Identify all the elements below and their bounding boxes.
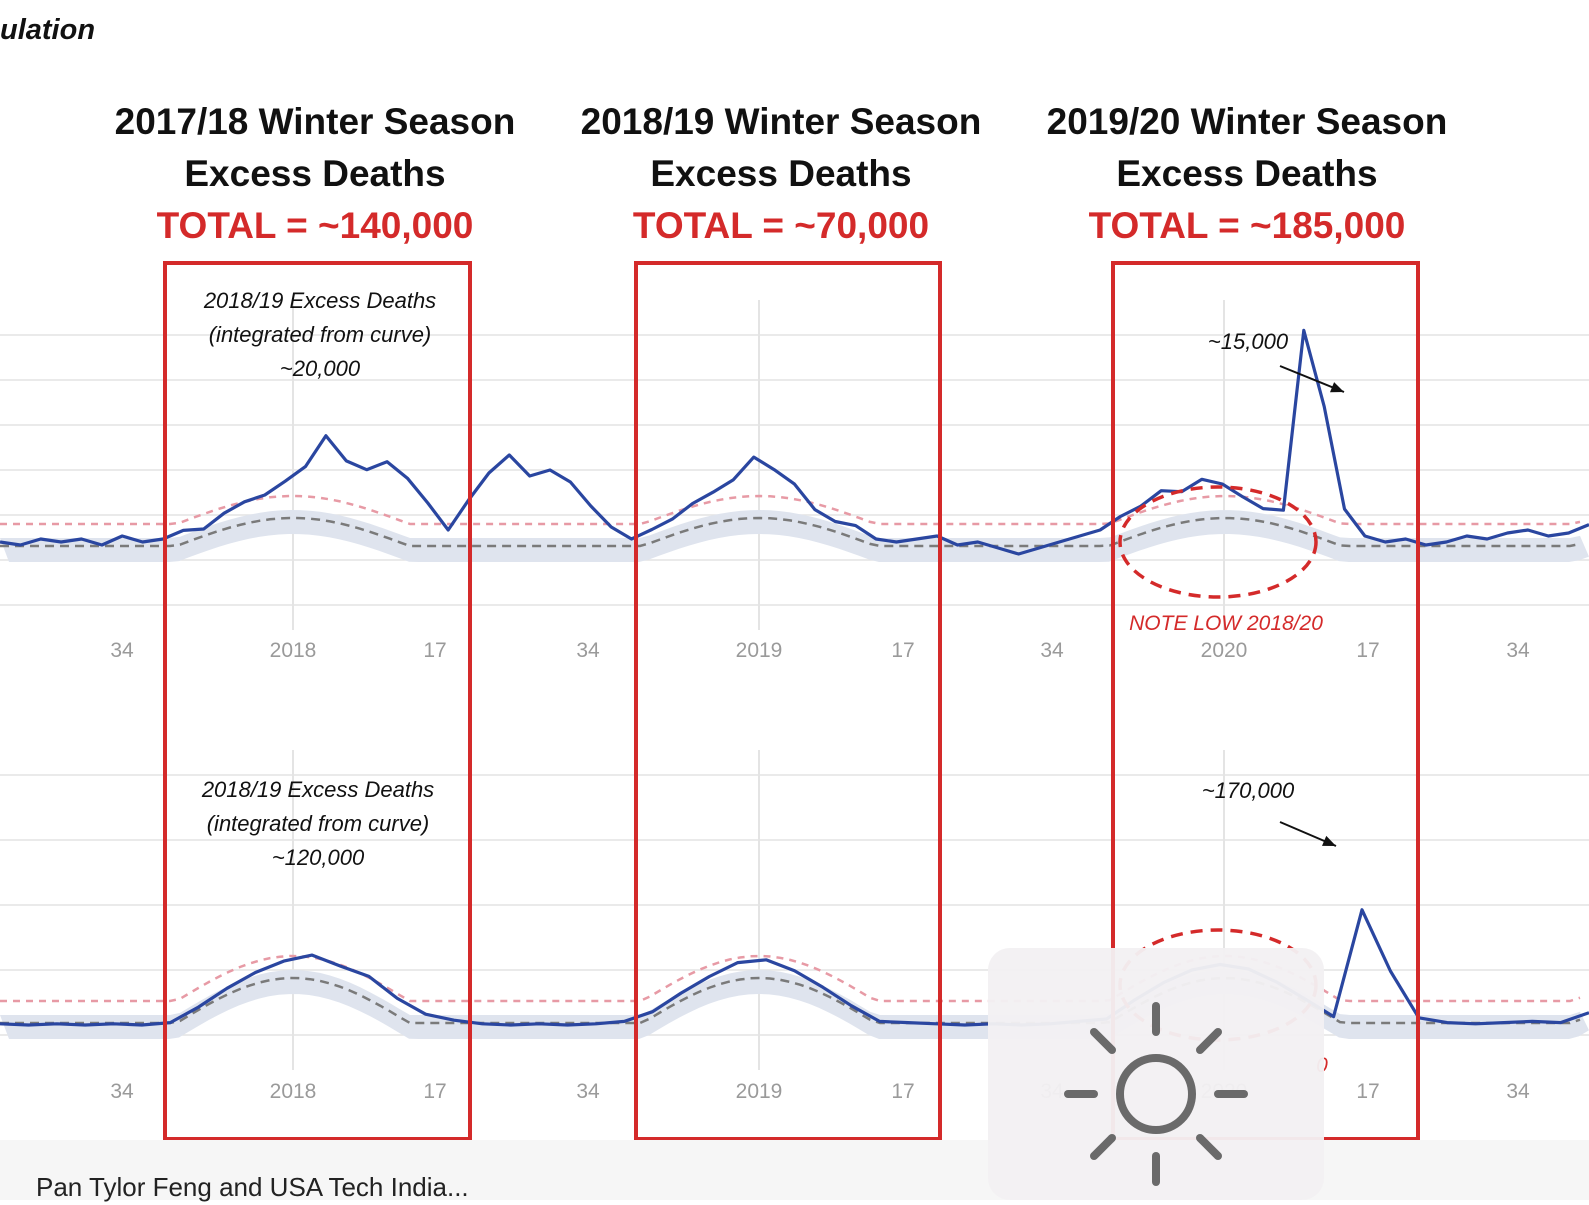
partial-header-text: ulation — [0, 14, 96, 46]
season-title-line1: 2019/20 Winter Season — [1046, 101, 1448, 142]
annotation-bottom-left-line: ~120,000 — [272, 845, 365, 870]
season-title-line2: Excess Deaths — [1116, 153, 1378, 194]
season-2019-20-header: 2019/20 Winter Season Excess Deaths TOTA… — [1017, 96, 1477, 252]
season-total: TOTAL = ~140,000 — [156, 205, 474, 246]
x-tick-label: 34 — [1040, 639, 1064, 662]
season-box — [634, 261, 942, 1141]
annotation-bottom-peak: ~170,000 — [1202, 778, 1295, 803]
x-tick-label: 34 — [110, 639, 134, 662]
season-box — [163, 261, 472, 1141]
low-season-ellipse — [1118, 485, 1318, 599]
x-tick-label: 17 — [891, 639, 914, 662]
season-total: TOTAL = ~185,000 — [1088, 205, 1406, 246]
x-tick-label: 17 — [891, 1080, 914, 1103]
x-tick-label: 17 — [423, 1080, 446, 1103]
baseline-band — [0, 510, 1589, 562]
x-tick-label: 2018 — [270, 639, 317, 662]
x-tick-label: 34 — [576, 639, 600, 662]
annotation-top-left-line: (integrated from curve) — [209, 322, 432, 347]
x-tick-label: 34 — [110, 1080, 134, 1103]
annotation-arrow-head — [1322, 835, 1336, 846]
annotation-top-left-line: 2018/19 Excess Deaths — [203, 288, 436, 313]
footer-text: Pan Tylor Feng and USA Tech India... — [36, 1172, 469, 1202]
season-title-line1: 2018/19 Winter Season — [580, 101, 982, 142]
x-tick-label: 34 — [1506, 639, 1530, 662]
x-tick-label: 34 — [1506, 1080, 1530, 1103]
season-title-line2: Excess Deaths — [650, 153, 912, 194]
x-tick-label: 17 — [1356, 639, 1379, 662]
season-2018-19-header: 2018/19 Winter Season Excess Deaths TOTA… — [551, 96, 1011, 252]
season-total: TOTAL = ~70,000 — [632, 205, 930, 246]
season-title-line1: 2017/18 Winter Season — [114, 101, 516, 142]
annotation-bottom-left-line: (integrated from curve) — [207, 811, 430, 836]
x-tick-label: 2020 — [1201, 639, 1248, 662]
excess-deaths-line — [0, 328, 1589, 556]
x-tick-label: 2018 — [270, 1080, 317, 1103]
season-title-line2: Excess Deaths — [184, 153, 446, 194]
annotation-note: NOTE LOW 2018/20 — [1129, 612, 1323, 635]
footer-bar — [0, 1140, 1589, 1200]
x-tick-label: 17 — [423, 639, 446, 662]
excess-deaths-line — [0, 908, 1589, 1027]
x-tick-label: 2019 — [736, 1080, 783, 1103]
brightness-sun-icon — [1064, 1002, 1248, 1186]
annotation-arrow-head — [1330, 382, 1344, 393]
annotation-top-left-line: ~20,000 — [280, 356, 361, 381]
x-tick-label: 17 — [1356, 1080, 1379, 1103]
brightness-overlay[interactable] — [988, 948, 1324, 1200]
x-tick-label: 34 — [576, 1080, 600, 1103]
annotation-bottom-left-line: 2018/19 Excess Deaths — [201, 777, 434, 802]
annotation-top-peak: ~15,000 — [1208, 329, 1289, 354]
x-tick-label: 2019 — [736, 639, 783, 662]
season-2017-18-header: 2017/18 Winter Season Excess Deaths TOTA… — [85, 96, 545, 252]
